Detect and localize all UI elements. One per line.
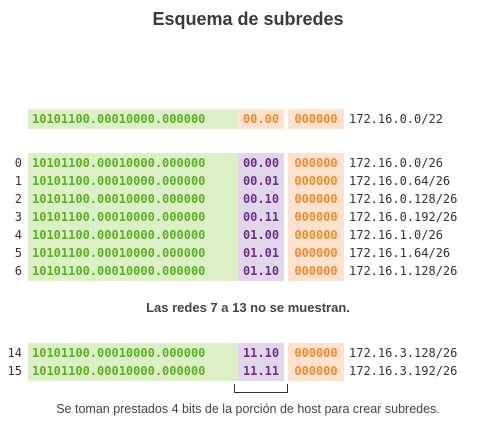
subnet-row: 6 10101100.00010000.000000 01.10 000000 … — [0, 261, 496, 281]
network-bits: 10101100.00010000.000000 — [28, 225, 239, 245]
network-bits: 10101100.00010000.000000 — [28, 153, 239, 173]
subnet-row: 4 10101100.00010000.000000 01.00 000000 … — [0, 225, 496, 245]
subnet-row: 3 10101100.00010000.000000 00.11 000000 … — [0, 207, 496, 227]
subnet-index: 4 — [14, 228, 22, 242]
cidr-address: 172.16.1.64/26 — [349, 246, 451, 260]
cidr-address: 172.16.0.192/26 — [349, 210, 458, 224]
subnet-row: 14 10101100.00010000.000000 11.10 000000… — [0, 343, 496, 363]
borrowed-bits-bracket — [234, 384, 288, 393]
host-bits: 000000 — [288, 171, 344, 191]
subnet-bits: 11.11 — [238, 361, 284, 381]
network-bits: 10101100.00010000.000000 — [28, 361, 239, 381]
host-bits: 000000 — [288, 189, 344, 209]
cidr-address: 172.16.0.64/26 — [349, 174, 451, 188]
cidr-address: 172.16.1.128/26 — [349, 264, 458, 278]
subnet-bits: 01.00 — [238, 225, 284, 245]
subnet-index: 6 — [14, 264, 22, 278]
cidr-address: 172.16.0.128/26 — [349, 192, 458, 206]
subnet-bits: 00.11 — [238, 207, 284, 227]
diagram-title: Esquema de subredes — [152, 9, 344, 29]
subnet-bits: 00.00 — [238, 153, 284, 173]
subnet-index: 3 — [14, 210, 22, 224]
network-bits: 10101100.00010000.000000 — [28, 109, 239, 129]
network-bits: 10101100.00010000.000000 — [28, 207, 239, 227]
omitted-networks-note: Las redes 7 a 13 no se muestran. — [146, 300, 350, 315]
subnet-index: 14 — [7, 346, 22, 360]
cidr-address: 172.16.1.0/26 — [349, 228, 443, 242]
host-bits: 000000 — [288, 243, 344, 263]
host-bits: 000000 — [288, 361, 344, 381]
cidr-address: 172.16.0.0/22 — [349, 112, 443, 126]
subnet-bits: 00.01 — [238, 171, 284, 191]
subnet-row: 2 10101100.00010000.000000 00.10 000000 … — [0, 189, 496, 209]
subnet-index: 15 — [7, 364, 22, 378]
subnet-row: 15 10101100.00010000.000000 11.11 000000… — [0, 361, 496, 381]
cidr-address: 172.16.3.192/26 — [349, 364, 458, 378]
base-address-row: 10101100.00010000.000000 00.00 000000 17… — [0, 109, 496, 129]
subnet-row: 0 10101100.00010000.000000 00.00 000000 … — [0, 153, 496, 173]
subnet-row: 5 10101100.00010000.000000 01.01 000000 … — [0, 243, 496, 263]
subnet-index: 2 — [14, 192, 22, 206]
host-bits: 000000 — [288, 261, 344, 281]
subnet-bits: 11.10 — [238, 343, 284, 363]
network-bits: 10101100.00010000.000000 — [28, 343, 239, 363]
subnet-bits: 00.00 — [238, 109, 284, 129]
host-bits: 000000 — [288, 153, 344, 173]
cidr-address: 172.16.0.0/26 — [349, 156, 443, 170]
subnet-bits: 01.10 — [238, 261, 284, 281]
subnet-bits: 01.01 — [238, 243, 284, 263]
network-bits: 10101100.00010000.000000 — [28, 171, 239, 191]
subnet-index: 5 — [14, 246, 22, 260]
subnet-index: 0 — [14, 156, 22, 170]
host-bits: 000000 — [288, 343, 344, 363]
host-bits: 000000 — [288, 109, 344, 129]
network-bits: 10101100.00010000.000000 — [28, 243, 239, 263]
network-bits: 10101100.00010000.000000 — [28, 189, 239, 209]
network-bits: 10101100.00010000.000000 — [28, 261, 239, 281]
subnet-index: 1 — [14, 174, 22, 188]
cidr-address: 172.16.3.128/26 — [349, 346, 458, 360]
host-bits: 000000 — [288, 207, 344, 227]
subnet-bits: 00.10 — [238, 189, 284, 209]
subnet-row: 1 10101100.00010000.000000 00.01 000000 … — [0, 171, 496, 191]
caption: Se toman prestados 4 bits de la porción … — [56, 402, 440, 416]
host-bits: 000000 — [288, 225, 344, 245]
